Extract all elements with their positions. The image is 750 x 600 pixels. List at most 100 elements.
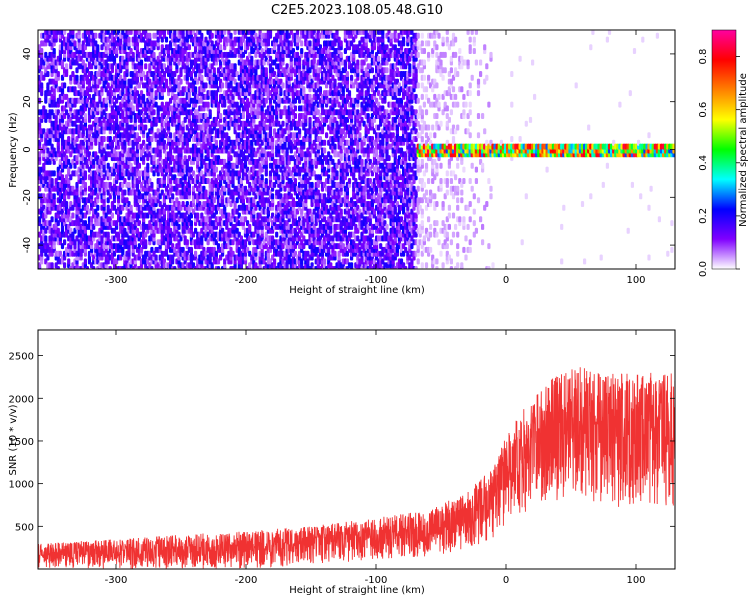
spectrogram-cell: [137, 162, 141, 169]
spectrogram-cell: [102, 136, 106, 142]
spectrogram-cell: [298, 128, 302, 135]
spectrogram-cell: [92, 266, 96, 269]
spectrogram-cell: [63, 239, 67, 246]
spectrogram-cell: [293, 178, 297, 184]
spectrogram-cell: [164, 78, 169, 85]
spectrogram-cell: [179, 78, 183, 85]
spectrogram-cell: [214, 139, 218, 146]
spectrogram-cell: [204, 189, 208, 196]
spectrogram-cell: [164, 36, 169, 43]
spectrogram-cell: [46, 71, 50, 77]
figure-title: C2E5.2023.108.05.48.G10: [271, 3, 443, 18]
spectrogram-cell: [229, 155, 233, 162]
spectrogram-cell: [137, 136, 141, 142]
spectrogram-cell: [200, 32, 204, 39]
spectrogram-cell: [75, 74, 79, 81]
spectrogram-cell: [73, 40, 77, 47]
spectrogram-cell: [206, 101, 210, 108]
spectrogram-cell: [250, 55, 254, 62]
spectrogram-cell: [50, 178, 54, 184]
spectrogram-cell: [52, 170, 56, 177]
spectrogram-cell: [293, 105, 297, 112]
spectrogram-cell: [63, 262, 67, 269]
spectrogram-cell: [221, 82, 225, 89]
spectrogram-cell: [189, 246, 193, 253]
spectrogram-cell: [40, 48, 44, 54]
spectrogram-cell: [65, 63, 69, 70]
spectrogram-cell: [150, 266, 154, 269]
spectrogram-cell: [50, 262, 54, 269]
spectrogram-cell: [277, 174, 281, 181]
spectrogram-cell: [210, 32, 214, 39]
spectrogram-cell: [67, 136, 71, 142]
spectrogram-cell: [83, 181, 87, 188]
spectrogram-cell: [83, 113, 87, 119]
spectrogram-cell: [293, 113, 297, 119]
spectrogram-cell: [83, 170, 87, 177]
spectrogram-cell: [281, 82, 285, 89]
spectrogram-cell: [50, 216, 54, 223]
spectrogram-cell: [177, 223, 181, 230]
spectrogram-cell: [139, 59, 144, 66]
spectrogram-cell: [194, 86, 198, 93]
spectrogram-cell: [38, 97, 42, 104]
spectrogram-cells: [38, 30, 675, 269]
spectrogram-cell: [264, 178, 268, 184]
spectrogram-cell: [154, 254, 158, 261]
spectrogram-cell: [300, 48, 304, 54]
spectrogram-cell: [148, 32, 152, 39]
spectrogram-cell: [150, 181, 154, 188]
spectrogram-cell: [204, 82, 208, 89]
spectrogram-cell: [194, 250, 198, 257]
spectrogram-cell: [127, 36, 131, 43]
spectrogram-cell: [144, 124, 148, 131]
spectrogram-cell: [214, 166, 218, 173]
spectrogram-cell: [106, 231, 110, 238]
spectrogram-cell: [71, 212, 75, 219]
spectrogram-cell: [219, 113, 223, 119]
spectrogram-cell: [40, 82, 44, 89]
spectrogram-cell: [94, 32, 98, 39]
spectrogram-cell: [63, 82, 67, 89]
spectrogram-cell: [212, 67, 216, 74]
spectrogram-cell: [144, 239, 148, 246]
spectrogram-cell: [67, 258, 71, 265]
spectrogram-cell: [63, 30, 67, 35]
spectrogram-cell: [83, 258, 87, 265]
spectrogram-cell: [56, 266, 60, 269]
spectrogram-cell: [108, 266, 112, 269]
spectrogram-cell: [260, 174, 264, 181]
spectrogram-cell: [189, 220, 193, 227]
spectrogram-cell: [127, 181, 131, 188]
spectrogram-cell: [144, 63, 148, 70]
spectrogram-cell: [152, 51, 156, 58]
spectrogram-cell: [52, 48, 56, 54]
spectrogram-cell: [200, 74, 204, 81]
spectrogram-cell: [52, 193, 56, 200]
spectrogram-cell: [300, 40, 304, 47]
spectrogram-cell: [271, 193, 275, 200]
spectrogram-cell: [229, 32, 233, 39]
spectrogram-cell: [275, 231, 279, 238]
spectrogram-cell: [77, 30, 81, 35]
spectrogram-cell: [146, 162, 150, 169]
spectrogram-cell: [96, 204, 100, 211]
spectrogram-cell: [71, 30, 75, 35]
spectrogram-cell: [131, 51, 135, 58]
spectrogram-cell: [264, 67, 268, 74]
spectrogram-cell: [152, 109, 156, 116]
spectrogram-cell: [162, 30, 166, 35]
spectrogram-cell: [56, 71, 60, 77]
spectrogram-cell: [185, 239, 189, 246]
spectrogram-cell: [129, 30, 133, 35]
spectrogram-cell: [96, 44, 100, 51]
spectrogram-cell: [110, 212, 114, 219]
spectrogram-cell: [273, 258, 277, 265]
spectrogram-cell: [187, 44, 191, 51]
spectrogram-cell: [208, 109, 212, 116]
spectrogram-cell: [85, 266, 89, 269]
spectrogram-cell: [123, 189, 127, 196]
spectrogram-cell: [169, 132, 173, 139]
